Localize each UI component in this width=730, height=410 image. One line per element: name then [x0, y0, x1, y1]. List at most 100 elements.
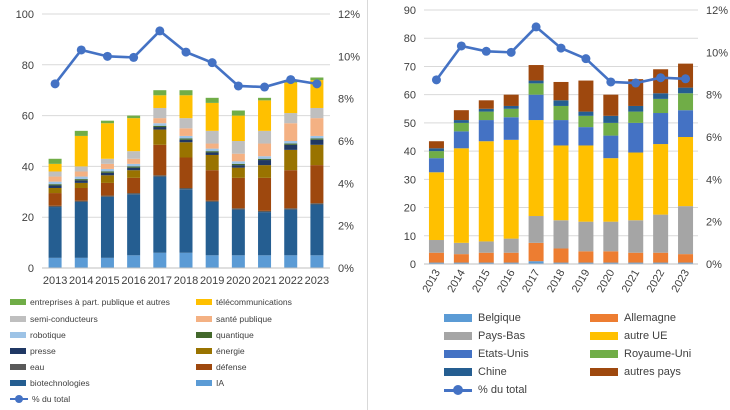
- bar-segment: [127, 177, 141, 194]
- legend-swatch: [196, 332, 212, 338]
- y2-tick-label: 6%: [338, 136, 354, 148]
- legend-item: eau: [10, 362, 44, 372]
- bar-segment: [74, 135, 88, 167]
- bar-segment: [100, 172, 114, 176]
- x-tick-label: 2017: [520, 268, 543, 295]
- bar-segment: [74, 182, 88, 188]
- bar-segment: [653, 113, 669, 145]
- bar-segment: [153, 90, 167, 96]
- bar-segment: [153, 144, 167, 176]
- bar-segment: [153, 123, 167, 126]
- bar-segment: [678, 93, 694, 111]
- y-tick-label: 60: [22, 111, 34, 123]
- bar-segment: [258, 210, 272, 213]
- bar-segment: [258, 97, 272, 101]
- bar-segment: [453, 131, 469, 149]
- bar-segment: [231, 163, 245, 166]
- chart-left-panel: 0 20 40 60 80 100 0% 2% 4% 6% 8% 10% 12% 2013 2014 2015…: [10, 9, 360, 404]
- bar-segment: [503, 117, 519, 140]
- x-tick-label: 2013: [43, 275, 67, 287]
- bar-segment: [478, 111, 494, 121]
- bar-segment: [653, 252, 669, 263]
- y2-tick-label: 4%: [338, 178, 354, 190]
- x-tick-label: 2015: [95, 275, 119, 287]
- bar-segment: [678, 206, 694, 255]
- bar-segment: [478, 100, 494, 109]
- x-tick-label: 2022: [278, 275, 302, 287]
- bar-segment: [628, 111, 644, 123]
- bar-segment: [503, 262, 519, 264]
- bar-segment: [453, 120, 469, 123]
- panel-divider: [367, 0, 368, 410]
- legend-label: % du total: [32, 394, 71, 404]
- legend-item: autre UE: [590, 330, 667, 342]
- y-tick-label: 60: [404, 90, 416, 102]
- legend-item: semi-conducteurs: [10, 314, 98, 324]
- bar-segment: [179, 118, 193, 129]
- bar-segment: [153, 252, 167, 268]
- bar-segment: [310, 107, 324, 119]
- bar-segment: [127, 163, 141, 167]
- legend-swatch: [10, 348, 26, 354]
- bar-segment: [603, 158, 619, 222]
- x-tick-label: 2021: [252, 275, 276, 287]
- bar-segment: [127, 194, 141, 256]
- legend-label: robotique: [30, 330, 66, 340]
- bar-segment: [205, 200, 219, 202]
- legend-label: Allemagne: [624, 312, 676, 324]
- bar-segment: [127, 115, 141, 119]
- bar-segment: [628, 262, 644, 264]
- bar-segment: [528, 242, 544, 262]
- y2-tick-label: 2%: [338, 221, 354, 233]
- bar-segment: [205, 97, 219, 103]
- bar-segment: [100, 120, 114, 124]
- line-point: [50, 79, 60, 89]
- bar-segment: [100, 257, 114, 268]
- y-tick-label: 50: [404, 118, 416, 130]
- line-point: [431, 75, 441, 85]
- bar-segment: [578, 127, 594, 146]
- legend-item: % du total: [444, 384, 527, 396]
- bar-segment: [310, 138, 324, 140]
- bar-segment: [258, 130, 272, 144]
- bar-segment: [74, 130, 88, 136]
- bar-segment: [284, 144, 298, 150]
- bar-segment: [258, 100, 272, 131]
- bar-segment: [453, 110, 469, 121]
- bar-segment: [127, 255, 141, 268]
- bar-segment: [48, 193, 62, 206]
- legend-item: énergie: [196, 346, 245, 356]
- bar-segment: [100, 158, 114, 164]
- bar-segment: [205, 154, 219, 171]
- bar-segment: [258, 212, 272, 256]
- bar-segment: [553, 145, 569, 221]
- bar-segment: [678, 262, 694, 264]
- bar-segment: [127, 166, 141, 168]
- x-tick-label: 2022: [645, 268, 668, 295]
- legend-item: défense: [196, 362, 247, 372]
- bar-segment: [603, 221, 619, 252]
- legend-swatch: [196, 364, 212, 370]
- legend-item: Belgique: [444, 312, 521, 324]
- bar-segment: [284, 209, 298, 256]
- bar-segment: [453, 254, 469, 263]
- bar-segment: [258, 160, 272, 166]
- bar-segment: [653, 93, 669, 99]
- bar-segment: [205, 143, 219, 149]
- bar-segment: [578, 262, 594, 264]
- bar-segment: [503, 139, 519, 239]
- legend-item: robotique: [10, 330, 66, 340]
- bar-segment: [74, 200, 88, 202]
- bar-segment: [578, 145, 594, 222]
- bar-segment: [653, 98, 669, 114]
- bar-segment: [528, 120, 544, 217]
- bar-segment: [74, 201, 88, 258]
- line-point: [286, 75, 296, 85]
- legend-swatch: [196, 348, 212, 354]
- legend-swatch: [196, 316, 212, 322]
- line-point: [312, 79, 322, 89]
- bar-segment: [628, 122, 644, 153]
- legend-line-swatch: [444, 385, 472, 395]
- y-tick-label: 40: [404, 146, 416, 158]
